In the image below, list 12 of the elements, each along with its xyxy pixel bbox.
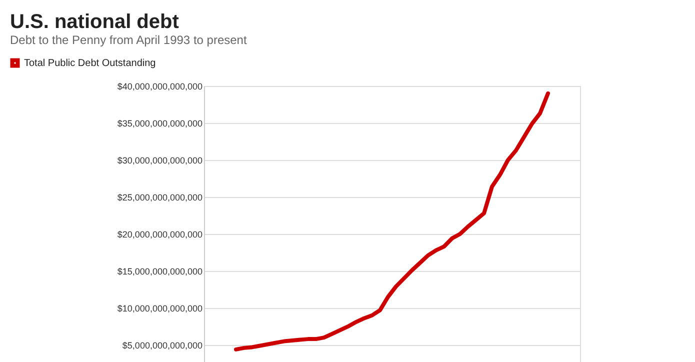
line-series — [234, 91, 550, 352]
y-tick-label: $15,000,000,000,000 — [117, 266, 202, 276]
y-tick-label: $20,000,000,000,000 — [117, 229, 202, 240]
y-tick-label: $25,000,000,000,000 — [117, 192, 202, 202]
legend-label: Total Public Debt Outstanding — [24, 58, 156, 69]
y-tick-label: $35,000,000,000,000 — [117, 118, 202, 128]
chart-title: U.S. national debt — [10, 11, 180, 33]
y-tick-label: $5,000,000,000,000 — [122, 340, 202, 350]
y-tick-label: $30,000,000,000,000 — [117, 155, 202, 166]
y-tick-label: $10,000,000,000,000 — [117, 303, 202, 314]
y-tick-label: $40,000,000,000,000 — [117, 82, 202, 92]
chart-subtitle: Debt to the Penny from April 1993 to present — [10, 33, 248, 47]
